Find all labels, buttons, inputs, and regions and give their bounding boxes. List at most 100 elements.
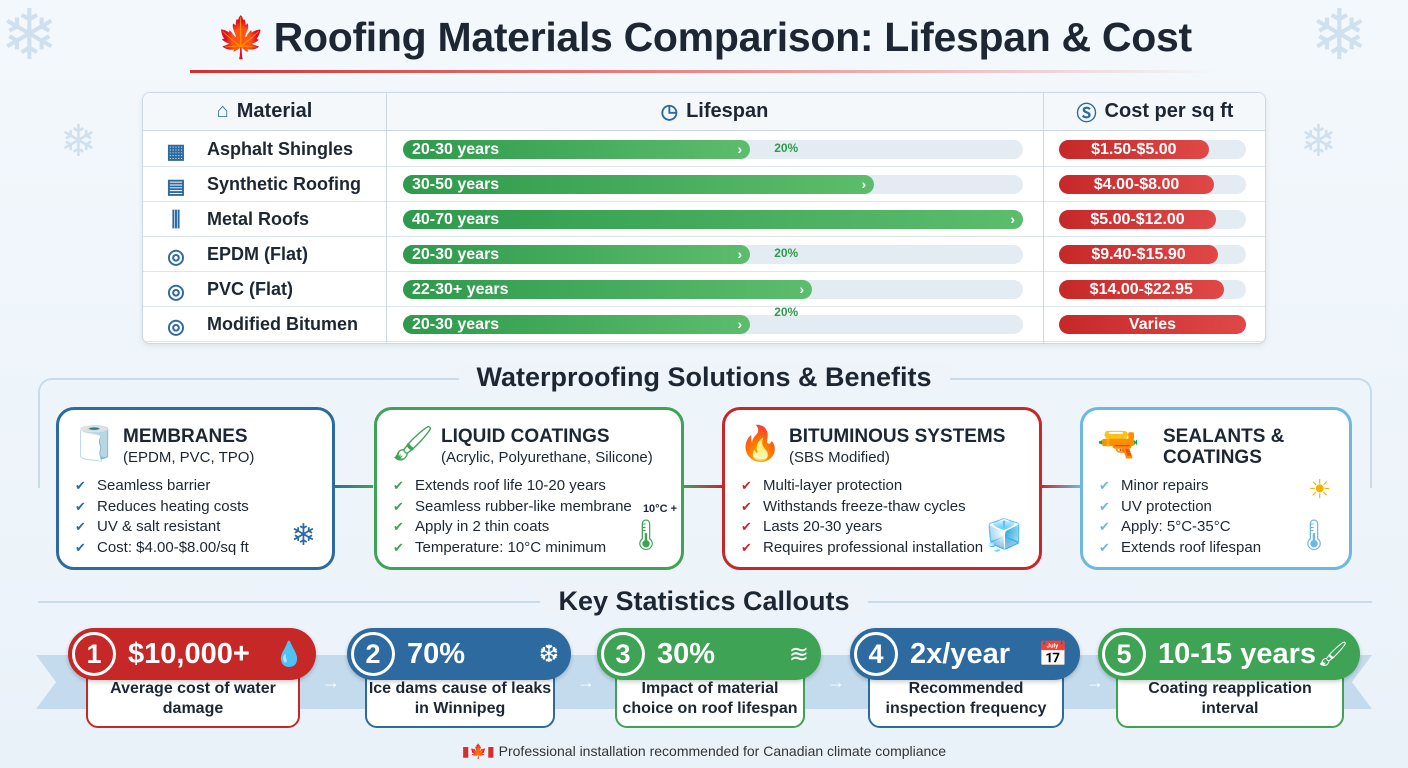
comparison-table: ⌂ Material ◷ Lifespan Ⓢ Cost per sq ft ▦ Asp… bbox=[142, 92, 1266, 344]
cost-bar-track: $1.50-$5.00 bbox=[1059, 140, 1246, 159]
section-title-waterproofing: Waterproofing Solutions & Benefits bbox=[0, 362, 1408, 393]
card-title: MEMBRANES bbox=[123, 426, 248, 447]
material-cell: ▤ Synthetic Roofing bbox=[159, 167, 361, 202]
stat-number-badge: 5 bbox=[1102, 632, 1146, 676]
stat-number-badge: 2 bbox=[351, 632, 395, 676]
benefit-item: ✔ Requires professional installation bbox=[741, 538, 983, 559]
material-cell: ◎ EPDM (Flat) bbox=[159, 237, 308, 272]
stat-value: 30% bbox=[657, 637, 716, 670]
stat-header: 4 2x/year 📅 bbox=[850, 628, 1080, 680]
check-circle-icon: ✔ bbox=[741, 478, 752, 493]
page-title: 🍁 Roofing Materials Comparison: Lifespan … bbox=[0, 14, 1408, 61]
benefit-item: ✔ Multi-layer protection bbox=[741, 476, 983, 497]
thermometer-icon: 🌡 bbox=[626, 519, 665, 552]
section-title-text: Waterproofing Solutions & Benefits bbox=[458, 362, 950, 392]
column-divider bbox=[386, 93, 387, 343]
check-circle-icon: ✔ bbox=[393, 539, 404, 555]
chevron-right-icon: › bbox=[799, 281, 805, 297]
solution-card: 🧻 MEMBRANES (EPDM, PVC, TPO) ✔ Seamless bar… bbox=[56, 407, 335, 570]
benefit-item: ✔ Extends roof lifespan bbox=[1099, 538, 1261, 559]
lifespan-bar: 20-30 years › bbox=[403, 315, 751, 334]
maple-leaf-icon: 🍁 bbox=[216, 16, 266, 60]
tiles-icon: ▤ bbox=[166, 175, 186, 198]
lifespan-bar: 40-70 years › bbox=[403, 210, 1023, 229]
water-hand-icon: 💧 bbox=[274, 640, 304, 668]
benefit-text: UV & salt resistant bbox=[97, 518, 221, 535]
benefit-item: ✔ Temperature: 10°C minimum bbox=[393, 538, 632, 559]
chevron-right-icon: › bbox=[737, 246, 743, 262]
stat-number-badge: 1 bbox=[72, 632, 116, 676]
icicle-icon: ❆ bbox=[538, 640, 559, 668]
benefit-text: Minor repairs bbox=[1121, 477, 1209, 494]
chevron-right-icon: › bbox=[1010, 211, 1015, 227]
sun-thermometer-icon: 🌡 bbox=[1294, 519, 1333, 552]
check-circle-icon: ✔ bbox=[75, 539, 86, 555]
layers-icon: ≋ bbox=[788, 640, 809, 668]
calendar-eye-icon: 📅 bbox=[1038, 640, 1068, 668]
cost-bar: $5.00-$12.00 bbox=[1059, 210, 1217, 229]
caulk-gun-icon: 🔫 bbox=[1097, 425, 1140, 463]
benefit-item: ✔ Seamless rubber-like membrane bbox=[393, 497, 632, 518]
stat-header: 5 10-15 years 🖌 bbox=[1098, 628, 1360, 680]
page-title-text: Roofing Materials Comparison: Lifespan &… bbox=[273, 14, 1193, 60]
stat-label: Average cost of water damage bbox=[110, 680, 276, 717]
card-title: SEALANTS & COATINGS bbox=[1163, 426, 1285, 468]
table-row: ▦ Asphalt Shingles 20-30 years › 20% $1.50-… bbox=[143, 132, 1265, 167]
material-name: Synthetic Roofing bbox=[207, 174, 361, 194]
check-circle-icon: ✔ bbox=[1099, 498, 1110, 514]
check-circle-icon: ✔ bbox=[1099, 478, 1110, 493]
cost-bar-track: Varies bbox=[1059, 315, 1246, 334]
solution-card: 🖌 LIQUID COATINGS (Acrylic, Polyurethane,… bbox=[374, 407, 684, 570]
benefit-text: Seamless rubber-like membrane bbox=[415, 497, 632, 515]
cost-bar: $9.40-$15.90 bbox=[1059, 245, 1218, 264]
lifespan-label: 20-30 years bbox=[412, 141, 500, 158]
check-circle-icon: ✔ bbox=[741, 519, 752, 534]
sun-icon: ☀ bbox=[1308, 474, 1332, 504]
lifespan-bar-track: 20-30 years › bbox=[403, 315, 1023, 334]
check-circle-icon: ✔ bbox=[393, 478, 404, 493]
stat-value: 2x/year bbox=[910, 637, 1010, 670]
arrow-right-icon: → bbox=[322, 672, 340, 692]
benefit-list: ✔ Extends roof life 10-20 years ✔ Seamless … bbox=[393, 476, 632, 558]
stat-header: 2 70% ❆ bbox=[347, 628, 571, 680]
check-circle-icon: ✔ bbox=[393, 519, 404, 534]
benefit-item: ✔ Minor repairs bbox=[1099, 476, 1261, 497]
lifespan-bar-track: 22-30+ years › bbox=[403, 280, 1023, 299]
lifespan-label: 20-30 years bbox=[412, 316, 500, 333]
cost-bar-track: $4.00-$8.00 bbox=[1059, 175, 1246, 194]
column-divider bbox=[1043, 93, 1044, 343]
cost-label: $9.40-$15.90 bbox=[1091, 246, 1186, 263]
card-connector bbox=[333, 485, 373, 488]
title-underline bbox=[190, 70, 1215, 73]
card-subtitle: (EPDM, PVC, TPO) bbox=[123, 449, 255, 466]
stat-value: $10,000+ bbox=[128, 637, 250, 670]
lifespan-bar: 22-30+ years › bbox=[403, 280, 813, 299]
arrow-right-icon: → bbox=[827, 672, 845, 692]
material-cell: ◎ Modified Bitumen bbox=[159, 307, 358, 342]
benefit-item: ✔ Lasts 20-30 years bbox=[741, 517, 983, 538]
section-title-text: Key Statistics Callouts bbox=[540, 586, 868, 616]
card-connector bbox=[682, 485, 722, 488]
check-circle-icon: ✔ bbox=[75, 478, 86, 493]
check-circle-icon: ✔ bbox=[75, 519, 86, 534]
roll-icon: ◎ bbox=[167, 315, 185, 338]
benefit-text: Lasts 20-30 years bbox=[763, 518, 883, 535]
footer-note: ▮🍁▮ Professional installation recommende… bbox=[0, 743, 1408, 760]
benefit-item: ✔ Apply in 2 thin coats bbox=[393, 517, 632, 538]
temperature-label: 10°C + bbox=[642, 503, 677, 515]
stat-label: Ice dams cause of leaks in Winnipeg bbox=[368, 680, 552, 717]
header-label: Cost per sq ft bbox=[1104, 100, 1234, 122]
check-circle-icon: ✔ bbox=[1099, 539, 1110, 555]
check-circle-icon: ✔ bbox=[741, 498, 752, 514]
membrane-roll-icon: 🧻 bbox=[73, 425, 116, 463]
brush-icon: 🖌 bbox=[1317, 640, 1348, 668]
stat-label: Recommended inspection frequency bbox=[885, 680, 1047, 717]
cost-label: Varies bbox=[1128, 316, 1177, 333]
table-row: ◎ Modified Bitumen 20-30 years › 20% Varies bbox=[143, 305, 1265, 342]
stat-label: Impact of material choice on roof lifesp… bbox=[622, 680, 798, 717]
lifespan-bar-track: 20-30 years › bbox=[403, 140, 1023, 159]
stat-number-badge: 3 bbox=[601, 632, 645, 676]
card-subtitle: (SBS Modified) bbox=[789, 449, 890, 466]
roll-icon: ◎ bbox=[167, 245, 185, 268]
canada-flag-icon: ▮🍁▮ bbox=[461, 743, 495, 759]
